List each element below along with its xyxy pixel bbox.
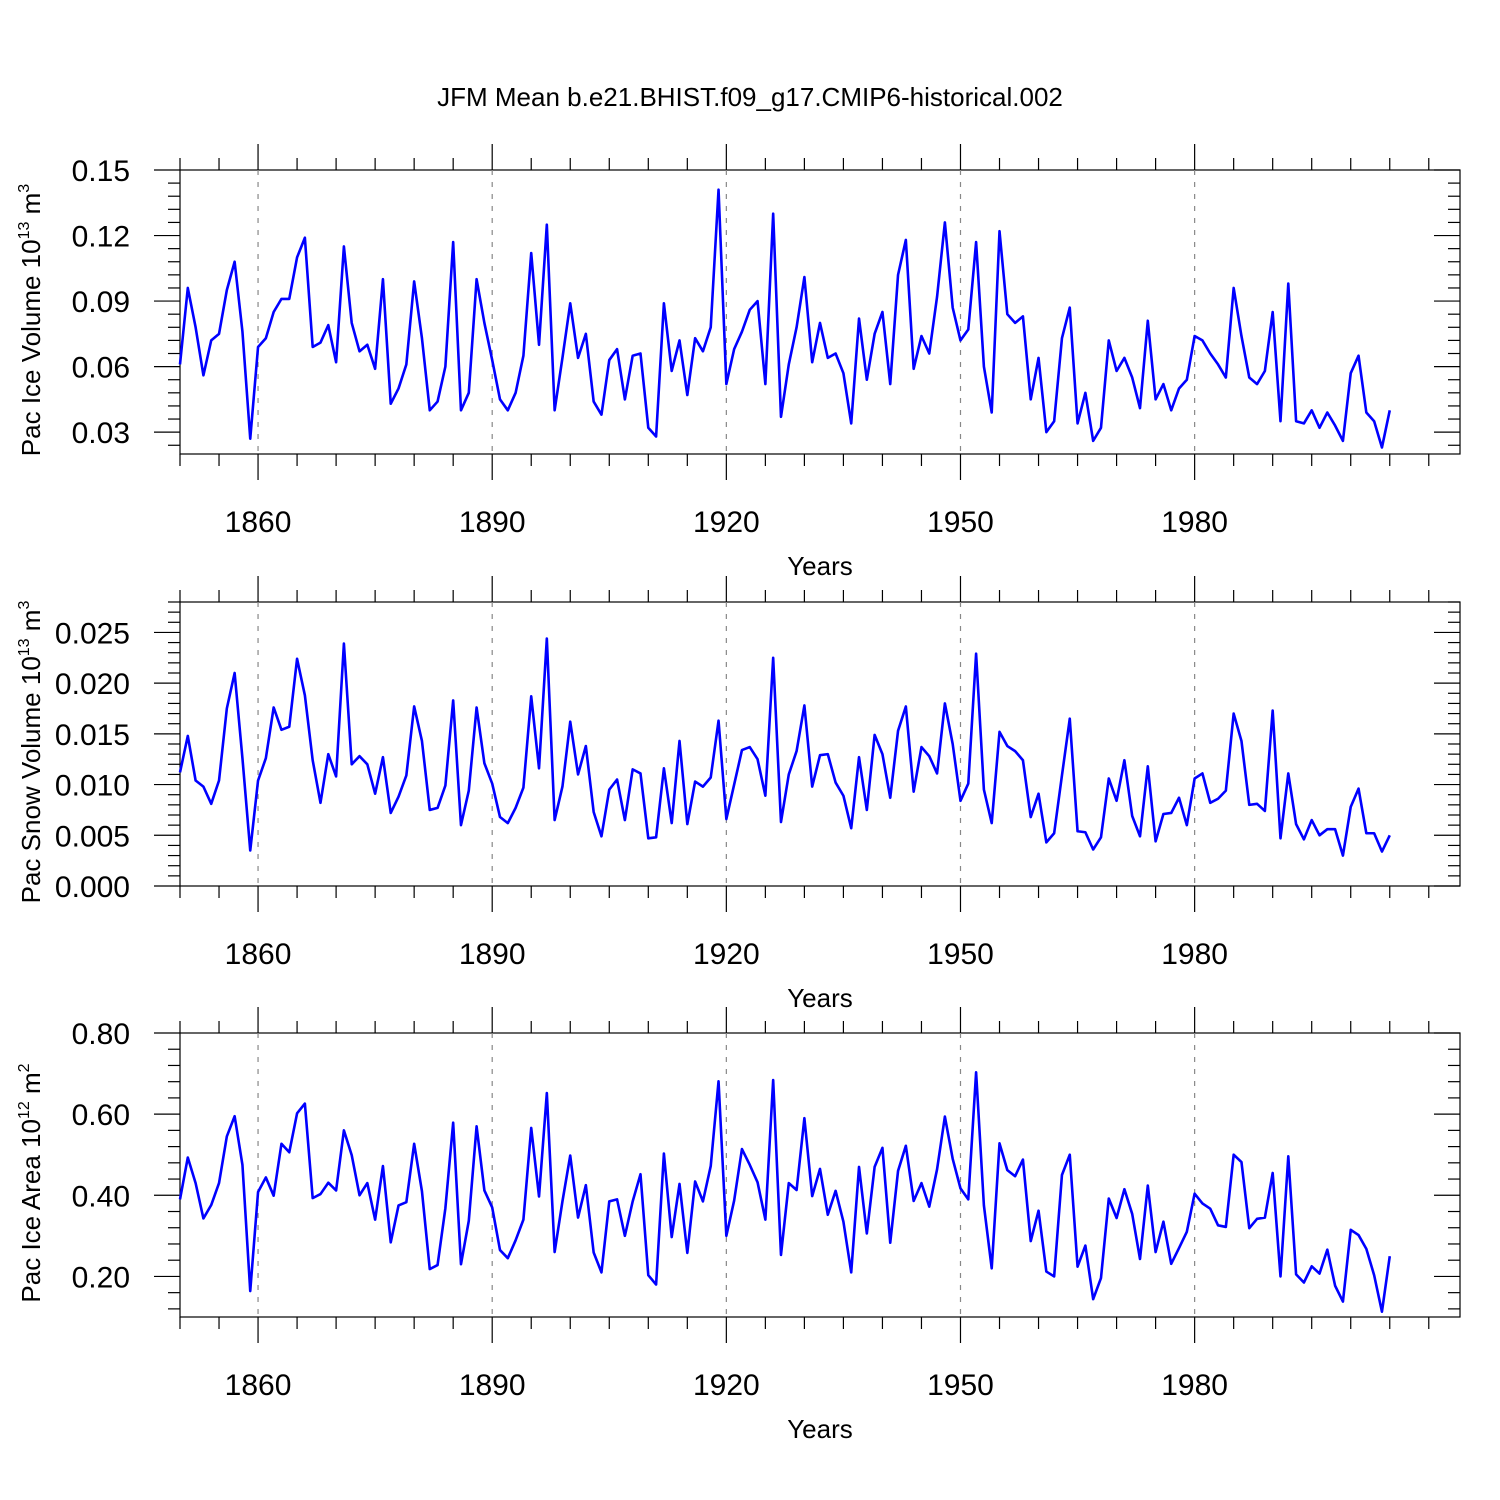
y-axis-label-exponent: 13 xyxy=(16,221,33,239)
x-tick-label: 1950 xyxy=(927,506,994,539)
panels: 1860 1890 1920 1950 1980 0.03 0.06 0.09 0.12 0.15… xyxy=(16,144,1461,1444)
y-tick-label: 0.025 xyxy=(55,617,130,650)
y-axis-label-unit-exponent: 3 xyxy=(16,601,33,610)
x-tick-label: 1890 xyxy=(459,938,526,971)
plot-frame xyxy=(179,1032,1461,1318)
x-tick-label: 1860 xyxy=(225,1369,292,1402)
y-axis-label-text: Pac Ice Volume 10 xyxy=(16,239,46,456)
y-axis-label-exponent: 12 xyxy=(16,1101,33,1119)
y-tick-label: 0.15 xyxy=(72,155,130,188)
x-tick-label: 1920 xyxy=(693,1369,760,1402)
y-tick-label: 0.06 xyxy=(72,352,130,385)
x-tick-label: 1980 xyxy=(1161,1369,1228,1402)
y-axis-label-unit: m xyxy=(16,1072,46,1101)
y-tick-label: 0.12 xyxy=(72,221,130,254)
y-axis-label: Pac Snow Volume 1013 m3 xyxy=(16,601,46,904)
y-tick-label: 0.60 xyxy=(72,1099,130,1132)
series-line xyxy=(178,188,1392,449)
x-tick-label: 1980 xyxy=(1161,506,1228,539)
panel-2: 1860 1890 1920 1950 1980 0.000 0.005 0.010 0.015… xyxy=(16,576,1461,1013)
y-axis-label-text: Pac Ice Area 10 xyxy=(16,1119,46,1303)
y-axis-label-text: Pac Snow Volume 10 xyxy=(16,656,46,903)
x-tick-label: 1920 xyxy=(693,506,760,539)
y-axis-label-unit-exponent: 2 xyxy=(16,1063,33,1072)
x-tick-label: 1920 xyxy=(693,938,760,971)
y-tick-label: 0.005 xyxy=(55,820,130,853)
y-tick-label: 0.000 xyxy=(55,871,130,904)
x-axis-label: Years xyxy=(787,1414,853,1444)
series-line xyxy=(178,1071,1392,1314)
y-tick-label: 0.40 xyxy=(72,1180,130,1213)
x-axis-label: Years xyxy=(787,983,853,1013)
y-tick-label: 0.09 xyxy=(72,286,130,319)
figure-title: JFM Mean b.e21.BHIST.f09_g17.CMIP6-histo… xyxy=(437,82,1063,112)
y-axis-label-unit: m xyxy=(16,193,46,222)
x-axis-label: Years xyxy=(787,551,853,581)
panel-1: 1860 1890 1920 1950 1980 0.03 0.06 0.09 0.12 0.15… xyxy=(16,144,1461,581)
x-tick-label: 1950 xyxy=(927,938,994,971)
x-tick-label: 1980 xyxy=(1161,938,1228,971)
y-tick-label: 0.80 xyxy=(72,1018,130,1051)
y-axis-label: Pac Ice Area 1012 m2 xyxy=(16,1063,46,1302)
y-tick-label: 0.03 xyxy=(72,417,130,450)
plot-frame xyxy=(179,601,1461,887)
plot-frame xyxy=(179,169,1461,455)
x-tick-label: 1860 xyxy=(225,938,292,971)
y-tick-label: 0.020 xyxy=(55,668,130,701)
y-axis-label-unit: m xyxy=(16,610,46,639)
x-tick-label: 1860 xyxy=(225,506,292,539)
y-tick-label: 0.015 xyxy=(55,719,130,752)
x-tick-label: 1890 xyxy=(459,1369,526,1402)
y-axis-label-unit-exponent: 3 xyxy=(16,184,33,193)
x-tick-label: 1890 xyxy=(459,506,526,539)
panel-3: 1860 1890 1920 1950 1980 0.20 0.40 0.60 0.80 Year… xyxy=(16,1007,1461,1444)
y-axis-label: Pac Ice Volume 1013 m3 xyxy=(16,184,46,457)
y-axis-label-exponent: 13 xyxy=(16,638,33,656)
y-tick-label: 0.010 xyxy=(55,770,130,803)
series-line xyxy=(178,637,1391,857)
y-tick-label: 0.20 xyxy=(72,1261,130,1294)
x-tick-label: 1950 xyxy=(927,1369,994,1402)
